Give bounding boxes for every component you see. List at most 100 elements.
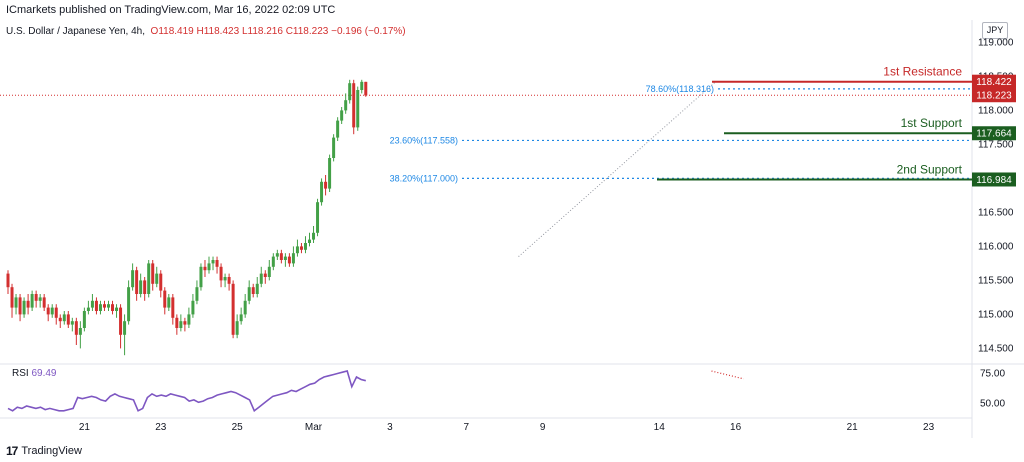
candle-body — [78, 328, 82, 335]
candle-body — [151, 263, 155, 284]
candle-body — [299, 246, 303, 250]
candle-body — [66, 314, 70, 325]
price-tag — [972, 88, 1016, 103]
candle-body — [199, 266, 203, 288]
time-tick-label: 9 — [540, 422, 546, 433]
price-tick-label: 115.000 — [978, 309, 1014, 320]
rsi-title: RSI — [12, 368, 29, 379]
candle-body — [275, 253, 279, 257]
tradingview-logo-text: TradingView — [21, 445, 82, 457]
candle-body — [159, 273, 163, 291]
candle-body — [147, 263, 151, 294]
candle-body — [308, 239, 311, 243]
price-tick-label: 115.500 — [978, 275, 1014, 286]
candle-body — [291, 253, 295, 264]
candle-body — [74, 321, 78, 335]
candle-body — [235, 321, 239, 335]
price-tag-label: 118.422 — [976, 77, 1012, 88]
candle-body — [30, 294, 34, 308]
fib-level-label: 23.60%(117.558) — [390, 135, 458, 145]
candle-body — [243, 300, 247, 315]
candle-body — [207, 263, 211, 271]
price-tick-label: 118.000 — [978, 105, 1014, 116]
time-tick-label: Mar — [305, 422, 323, 433]
candle-body — [123, 321, 127, 335]
candle-body — [227, 277, 231, 284]
candle-body — [255, 283, 259, 294]
candle-body — [303, 243, 307, 250]
price-tick-label: 116.500 — [978, 207, 1014, 218]
candle-body — [271, 256, 275, 267]
candle-body — [295, 246, 299, 254]
candle-body — [239, 314, 243, 322]
candle-body — [10, 287, 14, 308]
candle-body — [119, 307, 123, 335]
level-label: 1st Support — [901, 116, 963, 130]
candle-body — [251, 287, 255, 294]
time-tick-label: 21 — [847, 422, 859, 433]
candle-body — [139, 280, 143, 294]
tradingview-logo-icon: 17 — [6, 444, 18, 458]
candle-body — [34, 294, 38, 301]
time-tick-label: 16 — [730, 422, 742, 433]
symbol-legend: U.S. Dollar / Japanese Yen, 4h, O118.419… — [6, 26, 406, 37]
candle-body — [179, 321, 183, 328]
header-bar: ICmarkets published on TradingView.com, … — [0, 0, 1024, 20]
candle-body — [191, 300, 195, 315]
candle-body — [279, 253, 283, 260]
price-tag — [972, 172, 1016, 187]
price-tag — [972, 126, 1016, 141]
candle-body — [203, 266, 207, 271]
candle-body — [163, 290, 167, 308]
candle-body — [111, 304, 115, 311]
currency-button[interactable]: JPY — [982, 22, 1008, 39]
candle-body — [127, 287, 131, 322]
candle-body — [356, 90, 360, 128]
candle-body — [348, 83, 352, 101]
candle-body — [46, 307, 50, 315]
time-tick-label: 3 — [387, 422, 393, 433]
time-tick-label: 23 — [155, 422, 167, 433]
publisher-text: ICmarkets published on TradingView.com, … — [6, 4, 336, 16]
candle-body — [171, 297, 175, 318]
fib-trend-line — [518, 81, 716, 257]
candle-body — [82, 311, 86, 328]
candle-body — [86, 307, 90, 311]
candle-body — [102, 304, 106, 308]
candle-body — [115, 307, 119, 311]
rsi-value: 69.49 — [31, 368, 57, 379]
candle-body — [38, 297, 42, 301]
price-tag-label: 118.223 — [976, 91, 1012, 102]
price-tag — [972, 74, 1016, 89]
candle-body — [320, 181, 324, 203]
legend-high: H118.423 — [196, 26, 240, 37]
candle-body — [143, 280, 147, 294]
candle-body — [183, 321, 187, 325]
candle-body — [263, 273, 267, 277]
candle-body — [259, 273, 263, 284]
symbol-title: U.S. Dollar / Japanese Yen, 4h, — [6, 26, 145, 37]
candle-body — [135, 270, 139, 294]
candle-body — [267, 266, 271, 277]
candle-body — [332, 137, 336, 158]
candle-body — [90, 300, 94, 308]
rsi-legend: RSI 69.49 — [12, 368, 56, 379]
time-tick-label: 23 — [923, 422, 935, 433]
price-tick-label: 119.000 — [978, 37, 1014, 48]
legend-close: C118.223 — [285, 26, 329, 37]
level-label: 2nd Support — [897, 162, 963, 176]
candle-body — [215, 260, 219, 267]
rsi-tick-label: 75.00 — [980, 368, 1005, 379]
candle-body — [18, 297, 22, 315]
candle-body — [131, 270, 135, 288]
tradingview-logo[interactable]: 17 TradingView — [6, 444, 82, 458]
candle-body — [360, 81, 364, 90]
candle-body — [155, 273, 159, 284]
candle-body — [14, 297, 18, 308]
time-tick-label: 21 — [79, 422, 91, 433]
candle-body — [211, 260, 215, 264]
candle-body — [107, 304, 110, 308]
candle-body — [187, 314, 191, 325]
candle-body — [94, 300, 98, 311]
